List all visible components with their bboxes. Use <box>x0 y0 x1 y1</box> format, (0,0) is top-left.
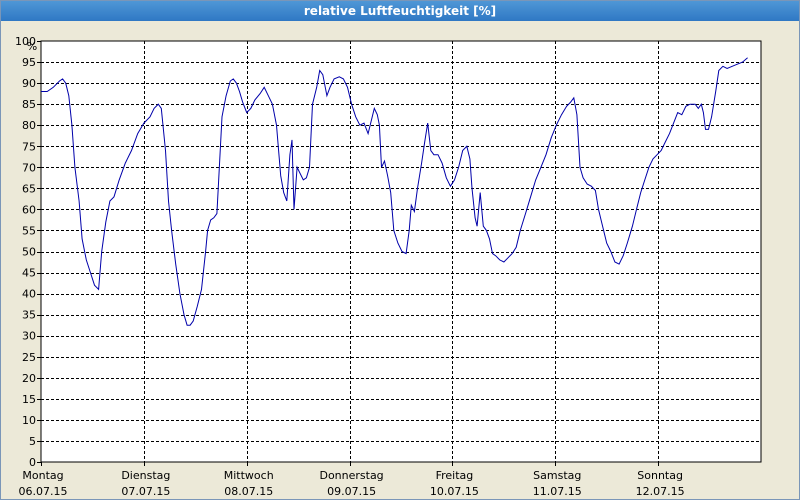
y-tick-label: 65 <box>22 182 36 195</box>
y-tick-label: 60 <box>22 203 36 216</box>
y-tick-label: 20 <box>22 372 36 385</box>
x-tick-label-date: 08.07.15 <box>224 485 273 498</box>
x-tick-label-date: 06.07.15 <box>19 485 68 498</box>
y-tick-label: 80 <box>22 119 36 132</box>
x-tick-label-day: Montag <box>22 469 63 482</box>
humidity-series-line <box>41 57 748 326</box>
x-tick-label-date: 11.07.15 <box>533 485 582 498</box>
y-tick-label: 5 <box>29 435 36 448</box>
x-tick-label-date: 07.07.15 <box>121 485 170 498</box>
x-tick-label-day: Freitag <box>436 469 474 482</box>
y-axis-label: % <box>27 40 37 53</box>
x-tick-label-day: Samstag <box>533 469 581 482</box>
y-axis-ticks: 0 5 10 15 20 25 30 35 40 45 50 55 60 65 70 75 80 85 90 95 10… <box>15 35 41 469</box>
x-tick-label-date: 10.07.15 <box>430 485 479 498</box>
y-tick-label: 90 <box>22 77 36 90</box>
y-tick-label: 30 <box>22 330 36 343</box>
y-tick-label: 55 <box>22 224 36 237</box>
y-tick-label: 15 <box>22 393 36 406</box>
y-tick-label: 75 <box>22 140 36 153</box>
x-tick-label-day: Sonntag <box>637 469 683 482</box>
x-tick-label-date: 09.07.15 <box>327 485 376 498</box>
y-tick-label: 50 <box>22 246 36 259</box>
plot-area <box>40 40 762 463</box>
y-tick-label: 10 <box>22 414 36 427</box>
y-tick-label: 35 <box>22 309 36 322</box>
x-axis-ticks: Montag 06.07.15 Dienstag 07.07.15 Mittwoch 08… <box>19 462 685 498</box>
window-title: relative Luftfeuchtigkeit [%] <box>1 1 799 21</box>
y-tick-label: 40 <box>22 288 36 301</box>
y-tick-label: 100 <box>15 35 36 48</box>
y-tick-label: 70 <box>22 161 36 174</box>
humidity-chart: 0 5 10 15 20 25 30 35 40 45 50 55 60 65 70 75 80 85 90 95 10… <box>15 35 762 498</box>
y-tick-label: 25 <box>22 351 36 364</box>
y-tick-label: 0 <box>29 456 36 469</box>
x-tick-label-day: Donnerstag <box>319 469 383 482</box>
y-tick-label: 45 <box>22 267 36 280</box>
x-tick-label-day: Dienstag <box>121 469 170 482</box>
y-tick-label: 95 <box>22 56 36 69</box>
x-tick-label-date: 12.07.15 <box>636 485 685 498</box>
y-tick-label: 85 <box>22 98 36 111</box>
x-tick-label-day: Mittwoch <box>224 469 274 482</box>
